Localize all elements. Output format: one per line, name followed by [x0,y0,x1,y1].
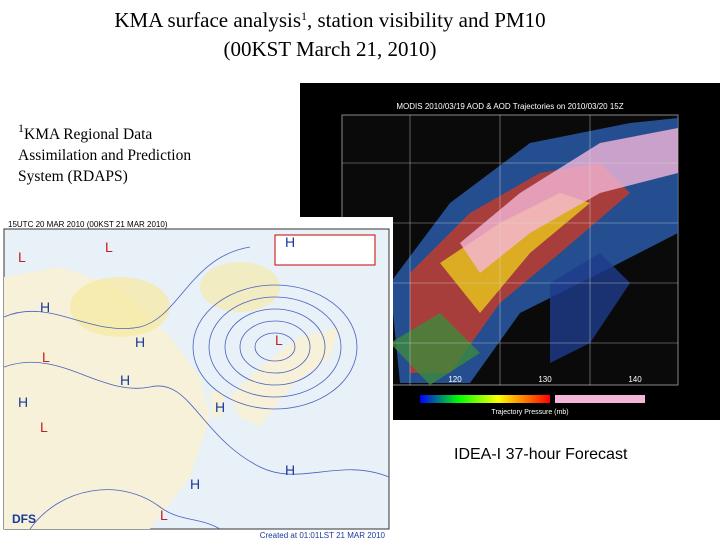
title-text: KMA surface analysis [114,8,301,32]
slide-title: KMA surface analysis1, station visibilit… [0,6,660,64]
pressure-label: H [40,299,50,315]
longitude-label: 120 [448,375,462,384]
satellite-header: MODIS 2010/03/19 AOD & AOD Trajectories … [396,102,623,111]
title-superscript: 1 [301,9,307,23]
pressure-label: H [120,372,130,388]
pressure-label: H [215,399,225,415]
title-text: , station visibility and PM10 [307,8,546,32]
surface-map: 15UTC 20 MAR 2010 (00KST 21 MAR 2010) DF… [0,217,393,540]
pressure-label: L [18,249,26,265]
satellite-image: MODIS 2010/03/19 AOD & AOD Trajectories … [300,83,720,420]
pressure-label: L [160,507,168,523]
footnote-line: KMA Regional Data [24,126,153,143]
pressure-label: L [275,332,283,348]
longitude-label: 130 [538,375,552,384]
title-line: (00KST March 21, 2010) [223,37,437,61]
pressure-label: H [18,394,28,410]
pressure-label: L [40,419,48,435]
pressure-label: L [42,349,50,365]
footnote: 1KMA Regional Data Assimilation and Pred… [18,121,192,187]
pressure-label: L [105,239,113,255]
footnote-line: Assimilation and Prediction [18,147,192,164]
footnote-line: System (RDAPS) [18,168,128,185]
footnote-marker: 1 [18,121,24,135]
map-header: 15UTC 20 MAR 2010 (00KST 21 MAR 2010) [8,220,168,229]
pressure-label: H [190,476,200,492]
image-caption: IDEA-I 37-hour Forecast [454,446,628,463]
map-logo: DFS [12,512,36,526]
longitude-label: 140 [628,375,642,384]
pressure-label: H [135,334,145,350]
pressure-label: H [285,234,295,250]
map-footer: Created at 01:01LST 21 MAR 2010 [260,531,386,540]
satellite-footer: Trajectory Pressure (mb) [491,409,568,416]
pressure-label: H [285,462,295,478]
